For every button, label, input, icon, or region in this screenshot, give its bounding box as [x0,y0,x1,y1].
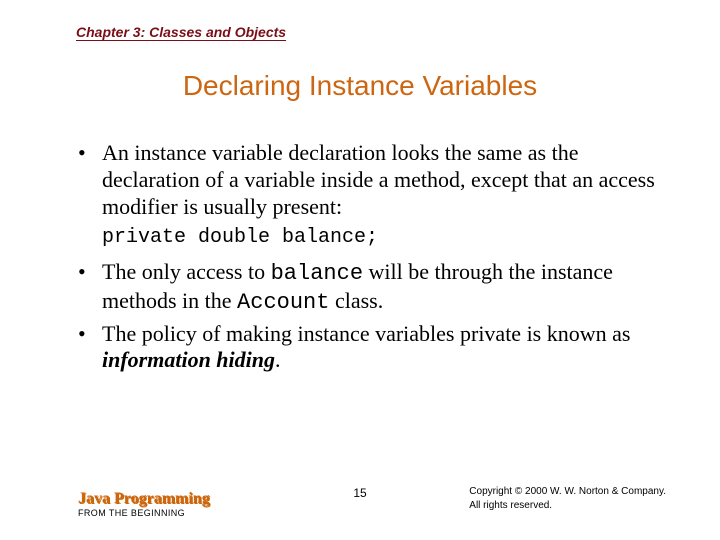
bullet-item: •The policy of making instance variables… [78,321,670,375]
text-run: The policy of making instance variables … [102,321,630,346]
text-run: information hiding [102,347,275,372]
slide: Chapter 3: Classes and Objects Declaring… [0,0,720,540]
bullet-text: The only access to balance will be throu… [102,259,670,317]
copyright: Copyright © 2000 W. W. Norton & Company.… [469,485,666,512]
bullet-marker: • [78,259,102,317]
copyright-line-2: All rights reserved. [469,499,666,513]
text-run: Account [237,290,329,315]
text-run: The only access to [102,259,271,284]
slide-title: Declaring Instance Variables [0,70,720,102]
bullet-marker: • [78,321,102,375]
code-line: private double balance; [102,226,670,250]
bullet-item: •The only access to balance will be thro… [78,259,670,317]
text-run: class. [329,288,383,313]
book-subtitle: FROM THE BEGINNING [78,508,210,518]
bullet-item: •An instance variable declaration looks … [78,140,670,220]
bullet-text: The policy of making instance variables … [102,321,670,375]
slide-footer: Java Programming FROM THE BEGINNING 15 C… [0,478,720,518]
bullet-marker: • [78,140,102,220]
chapter-heading: Chapter 3: Classes and Objects [76,24,286,40]
copyright-line-1: Copyright © 2000 W. W. Norton & Company. [469,485,666,499]
text-run: . [275,347,281,372]
text-run: balance [271,261,363,286]
bullet-text: An instance variable declaration looks t… [102,140,670,220]
slide-body: •An instance variable declaration looks … [78,140,670,374]
